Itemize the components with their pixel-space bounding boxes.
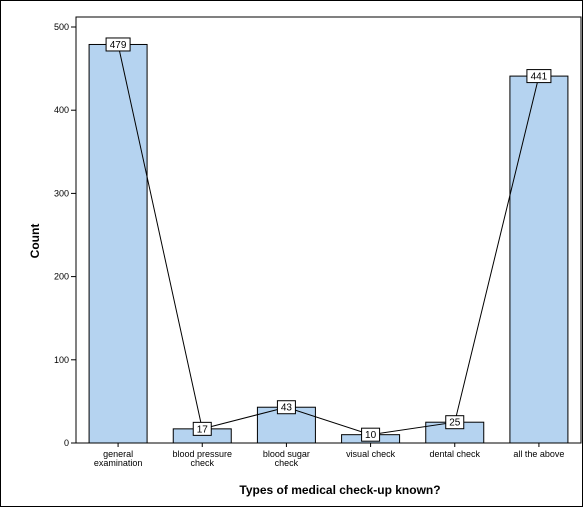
data-label-box (445, 415, 465, 430)
y-tick-label: 0 (64, 438, 69, 448)
x-tick-label: blood sugar check (263, 449, 310, 468)
data-label-box (276, 400, 296, 415)
data-label: 25 (445, 415, 465, 430)
data-label-box (526, 69, 552, 84)
data-label: 10 (361, 427, 381, 442)
y-tick-labels: 0 100 200 300 400 500 (54, 22, 76, 448)
x-tick-label: all the above (513, 449, 564, 459)
data-label-text: 43 (281, 403, 293, 414)
y-tick-label: 100 (54, 355, 69, 365)
x-tick-label: visual check (346, 449, 396, 459)
data-label-text: 441 (531, 72, 548, 83)
bar (88, 43, 148, 444)
x-tick-label: dental check (429, 449, 480, 459)
data-labels: 479 17 43 10 25 441 (105, 37, 552, 442)
y-axis-title: Count (28, 224, 42, 259)
data-label: 43 (276, 400, 296, 415)
y-tick-label: 200 (54, 272, 69, 282)
data-label-text: 25 (449, 418, 461, 429)
series-line (117, 44, 540, 436)
bar (509, 75, 569, 444)
data-label: 17 (192, 421, 212, 436)
overlay-line (117, 44, 540, 436)
data-label: 479 (105, 37, 131, 52)
y-tick-label: 500 (54, 22, 69, 32)
y-tick-label: 400 (54, 105, 69, 115)
bars (88, 43, 569, 447)
data-label-text: 17 (197, 424, 209, 435)
x-tick-label: blood pressure check (172, 449, 232, 468)
data-label-box (361, 427, 381, 442)
x-tick-label: general examination (94, 449, 143, 468)
x-axis-title: Types of medical check-up known? (239, 483, 440, 497)
data-label-box (192, 421, 212, 436)
axes (75, 16, 582, 444)
plot-area (75, 16, 582, 444)
data-label: 441 (526, 69, 552, 84)
data-label-text: 10 (365, 430, 377, 441)
data-label-box (105, 37, 131, 52)
y-tick-label: 300 (54, 188, 69, 198)
x-tick-labels: general examination blood pressure check blo… (94, 449, 565, 468)
data-label-text: 479 (110, 40, 127, 51)
